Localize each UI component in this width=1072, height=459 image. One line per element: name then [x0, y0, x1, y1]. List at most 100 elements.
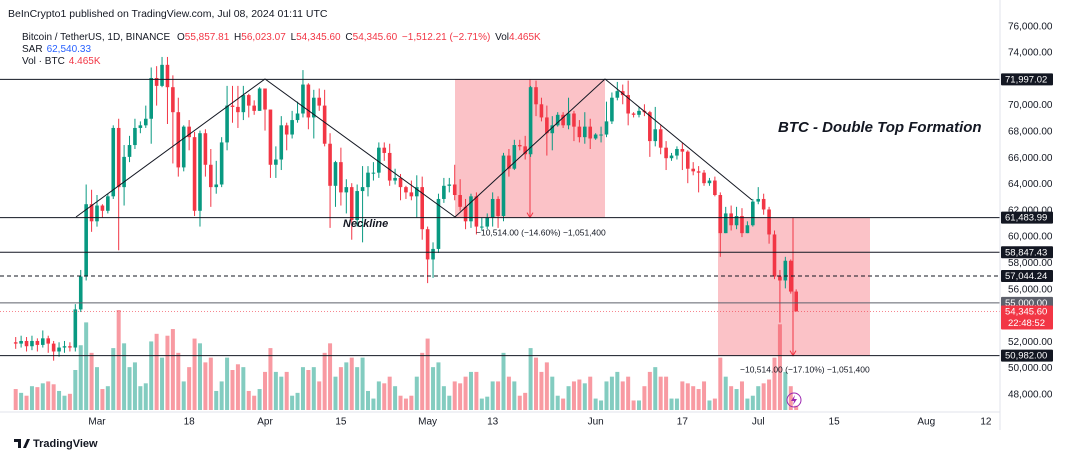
candle-body [436, 198, 441, 249]
candle-body [106, 196, 110, 211]
volume-bar [225, 357, 230, 410]
x-tick-label: Mar [88, 417, 106, 428]
volume-bar [777, 324, 782, 410]
candle-body [610, 97, 614, 122]
volume-bar [794, 405, 799, 410]
candle-body [414, 187, 419, 197]
candle-body [214, 184, 219, 188]
candle-body [95, 205, 99, 222]
last-price-bg [1001, 305, 1053, 330]
volume-bar [393, 386, 398, 410]
candle-body [528, 87, 533, 155]
ohlc-value: 55,857.81 [185, 32, 230, 43]
volume-bar [528, 348, 533, 410]
volume-bar [642, 386, 647, 410]
volume-bar [577, 379, 582, 410]
ohlc-key: C [345, 32, 352, 43]
icon-circle[interactable] [786, 392, 802, 408]
volume-bar [149, 341, 154, 410]
candle-body [312, 97, 316, 118]
candle-body [203, 133, 208, 165]
volume-bar [653, 367, 658, 410]
candle-body [734, 216, 739, 226]
volume-bar [745, 398, 750, 410]
candle-body [474, 196, 479, 227]
legend-ohlc: Bitcoin / TetherUS, 1D, BINANCE O55,857.… [22, 32, 541, 43]
candle-body [127, 145, 132, 157]
candle-body [583, 126, 587, 138]
level-label-bg [1001, 246, 1053, 259]
candle-body [225, 105, 229, 143]
sar-value: 62,540.33 [47, 44, 92, 55]
candle-body [263, 88, 267, 110]
candle-body [279, 125, 284, 160]
candle-body [219, 142, 224, 185]
level-label: 71,997.02 [1005, 74, 1047, 85]
x-tick-label: 15 [829, 417, 841, 428]
level-label: 58,847.43 [1005, 247, 1047, 258]
candle-body [631, 113, 636, 115]
candle-body [317, 97, 322, 106]
candle-body [723, 213, 728, 234]
volume-bar [100, 389, 105, 410]
volume-bar [555, 395, 560, 410]
level-label-bg [1001, 211, 1053, 224]
volume-bar [647, 371, 652, 410]
candle-body [713, 180, 717, 196]
candle-body [236, 106, 240, 113]
volume-bar [490, 381, 495, 410]
candle-body [664, 147, 668, 159]
candle-body [490, 198, 495, 218]
volume-bar [431, 367, 436, 410]
legend-vol: Vol · BTC 4.465K [22, 56, 101, 67]
volume-bar [322, 352, 327, 410]
candle-body [149, 77, 153, 119]
candle-body [599, 134, 603, 136]
candle-body [615, 91, 620, 98]
volume-bar [355, 367, 360, 410]
candle-body [393, 177, 397, 181]
volume-bar [116, 310, 121, 410]
volume-bar [366, 390, 370, 410]
candle-body [257, 88, 262, 111]
volume-bar [192, 338, 197, 410]
volume-bar [707, 400, 712, 410]
volume-bar [604, 381, 609, 410]
y-tick-label: 52,000.00 [1008, 337, 1053, 348]
volume-bar [127, 367, 132, 410]
candle-body [268, 109, 273, 165]
level-label-bg [1001, 73, 1053, 86]
candle-body [572, 113, 576, 127]
candle-body [480, 226, 484, 228]
volume-bar [685, 383, 690, 410]
candle-body [539, 104, 544, 118]
candle-body [360, 187, 365, 192]
icon-bolt[interactable] [791, 395, 797, 405]
volume-bar [425, 338, 430, 410]
candle-body [447, 184, 452, 186]
y-tick-label: 70,000.00 [1008, 100, 1053, 111]
volume-bar [496, 381, 501, 410]
x-tick-label: Jul [752, 417, 765, 428]
volume-bar [290, 395, 295, 410]
volume-bar [160, 357, 165, 410]
volume-bar [729, 386, 734, 410]
volume-bar [664, 376, 669, 410]
y-tick-label: 56,000.00 [1008, 284, 1053, 295]
candle-body [685, 151, 690, 169]
volume-bar [257, 389, 262, 410]
volume-bar [550, 376, 555, 410]
volume-bar [311, 367, 316, 410]
volume-bar [517, 395, 522, 410]
candle-body [78, 276, 83, 310]
candle-body [62, 346, 67, 348]
candle-body [165, 64, 170, 88]
volume-bar [485, 396, 490, 410]
volume-bar [382, 383, 387, 410]
volume-bar [420, 352, 425, 410]
ohlc-value: 54,345.60 [353, 32, 398, 43]
candle-body [680, 148, 685, 152]
volume-bar [447, 395, 452, 410]
replay-icon[interactable] [786, 392, 802, 408]
x-tick-label: 13 [487, 417, 499, 428]
